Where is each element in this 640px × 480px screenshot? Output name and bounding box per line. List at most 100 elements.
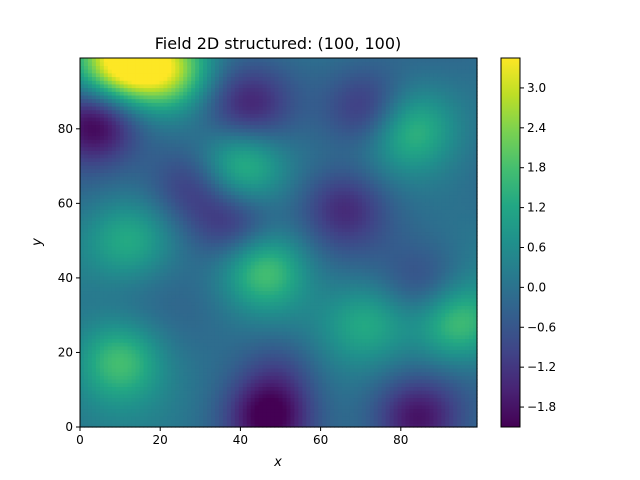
heatmap-cell — [199, 423, 204, 428]
heatmap-cell — [461, 323, 466, 328]
heatmap-cell — [437, 393, 442, 399]
heatmap-cell — [429, 412, 434, 417]
heatmap-cell — [330, 242, 335, 247]
heatmap-cell — [290, 253, 295, 258]
heatmap-cell — [80, 272, 85, 277]
heatmap-cell — [87, 253, 93, 258]
heatmap-cell — [143, 242, 149, 247]
heatmap-cell — [338, 294, 343, 299]
heatmap-cell — [465, 342, 470, 347]
heatmap-cell — [290, 390, 295, 395]
heatmap-cell — [270, 349, 276, 354]
heatmap-cell — [119, 397, 125, 402]
heatmap-cell — [143, 367, 149, 373]
heatmap-cell — [330, 353, 335, 358]
heatmap-cell — [405, 415, 411, 421]
heatmap-cell — [349, 316, 355, 321]
heatmap-cell — [163, 382, 168, 388]
heatmap-cell — [453, 290, 458, 295]
heatmap-cell — [294, 386, 299, 391]
heatmap-cell — [457, 260, 462, 266]
heatmap-cell — [135, 386, 141, 391]
heatmap-cell — [230, 294, 236, 299]
heatmap-cell — [385, 242, 391, 247]
heatmap-cell — [83, 375, 89, 380]
heatmap-cell — [409, 371, 415, 376]
heatmap-cell — [282, 305, 288, 310]
heatmap-cell — [246, 419, 252, 424]
heatmap-cell — [163, 412, 168, 417]
heatmap-cell — [175, 297, 180, 303]
heatmap-cell — [429, 367, 434, 373]
heatmap-cell — [306, 286, 311, 292]
heatmap-cell — [171, 275, 176, 280]
heatmap-cell — [302, 260, 307, 266]
heatmap-cell — [107, 353, 113, 358]
heatmap-cell — [262, 249, 268, 255]
heatmap-cell — [151, 312, 157, 317]
heatmap-cell — [87, 386, 93, 391]
heatmap-cell — [103, 294, 109, 299]
heatmap-cell — [326, 386, 331, 391]
heatmap-cell — [254, 408, 260, 413]
heatmap-cell — [151, 364, 157, 369]
heatmap-cell — [175, 412, 180, 417]
heatmap-cell — [230, 390, 236, 395]
heatmap-cell — [433, 364, 438, 369]
heatmap-cell — [115, 249, 121, 255]
heatmap-cell — [155, 297, 160, 303]
heatmap-cell — [155, 268, 160, 273]
heatmap-cell — [278, 356, 284, 362]
heatmap-cell — [254, 397, 260, 402]
heatmap-cell — [99, 338, 105, 343]
heatmap-cell — [254, 379, 260, 384]
heatmap-cell — [393, 390, 399, 395]
heatmap-cell — [342, 390, 347, 395]
heatmap-cell — [159, 382, 164, 388]
heatmap-cell — [429, 327, 434, 332]
heatmap-cell — [310, 375, 315, 380]
heatmap-cell — [115, 279, 121, 284]
heatmap-cell — [357, 364, 363, 369]
heatmap-cell — [258, 364, 264, 369]
heatmap-cell — [381, 305, 387, 310]
heatmap-cell — [107, 246, 113, 251]
heatmap-cell — [103, 316, 109, 321]
heatmap-cell — [461, 412, 466, 417]
heatmap-cell — [139, 323, 145, 328]
heatmap-cell — [381, 242, 387, 247]
heatmap-cell — [234, 386, 240, 391]
heatmap-cell — [123, 253, 129, 258]
heatmap-cell — [195, 275, 200, 280]
heatmap-cell — [286, 356, 292, 362]
heatmap-cell — [330, 297, 335, 303]
heatmap-cell — [330, 264, 335, 269]
heatmap-cell — [318, 279, 323, 284]
heatmap-cell — [195, 412, 200, 417]
heatmap-cell — [246, 327, 252, 332]
heatmap-cell — [405, 249, 411, 255]
heatmap-cell — [437, 308, 442, 314]
heatmap-cell — [226, 415, 232, 421]
heatmap-cell — [421, 279, 426, 284]
heatmap-cell — [258, 253, 264, 258]
heatmap-cell — [115, 367, 121, 373]
heatmap-cell — [230, 257, 236, 262]
heatmap-cell — [139, 260, 145, 266]
heatmap-cell — [226, 283, 232, 288]
heatmap-cells — [80, 58, 478, 428]
heatmap-cell — [115, 305, 121, 310]
heatmap-cell — [187, 334, 192, 340]
heatmap-cell — [230, 345, 236, 351]
heatmap-cell — [250, 334, 256, 340]
heatmap-cell — [290, 401, 295, 406]
heatmap-cell — [294, 423, 299, 428]
heatmap-cell — [282, 286, 288, 292]
heatmap-cell — [357, 382, 363, 388]
heatmap-cell — [413, 308, 419, 314]
heatmap-cell — [393, 397, 399, 402]
heatmap-cell — [349, 327, 355, 332]
heatmap-cell — [115, 290, 121, 295]
heatmap-cell — [234, 423, 240, 428]
heatmap-cell — [211, 275, 216, 280]
